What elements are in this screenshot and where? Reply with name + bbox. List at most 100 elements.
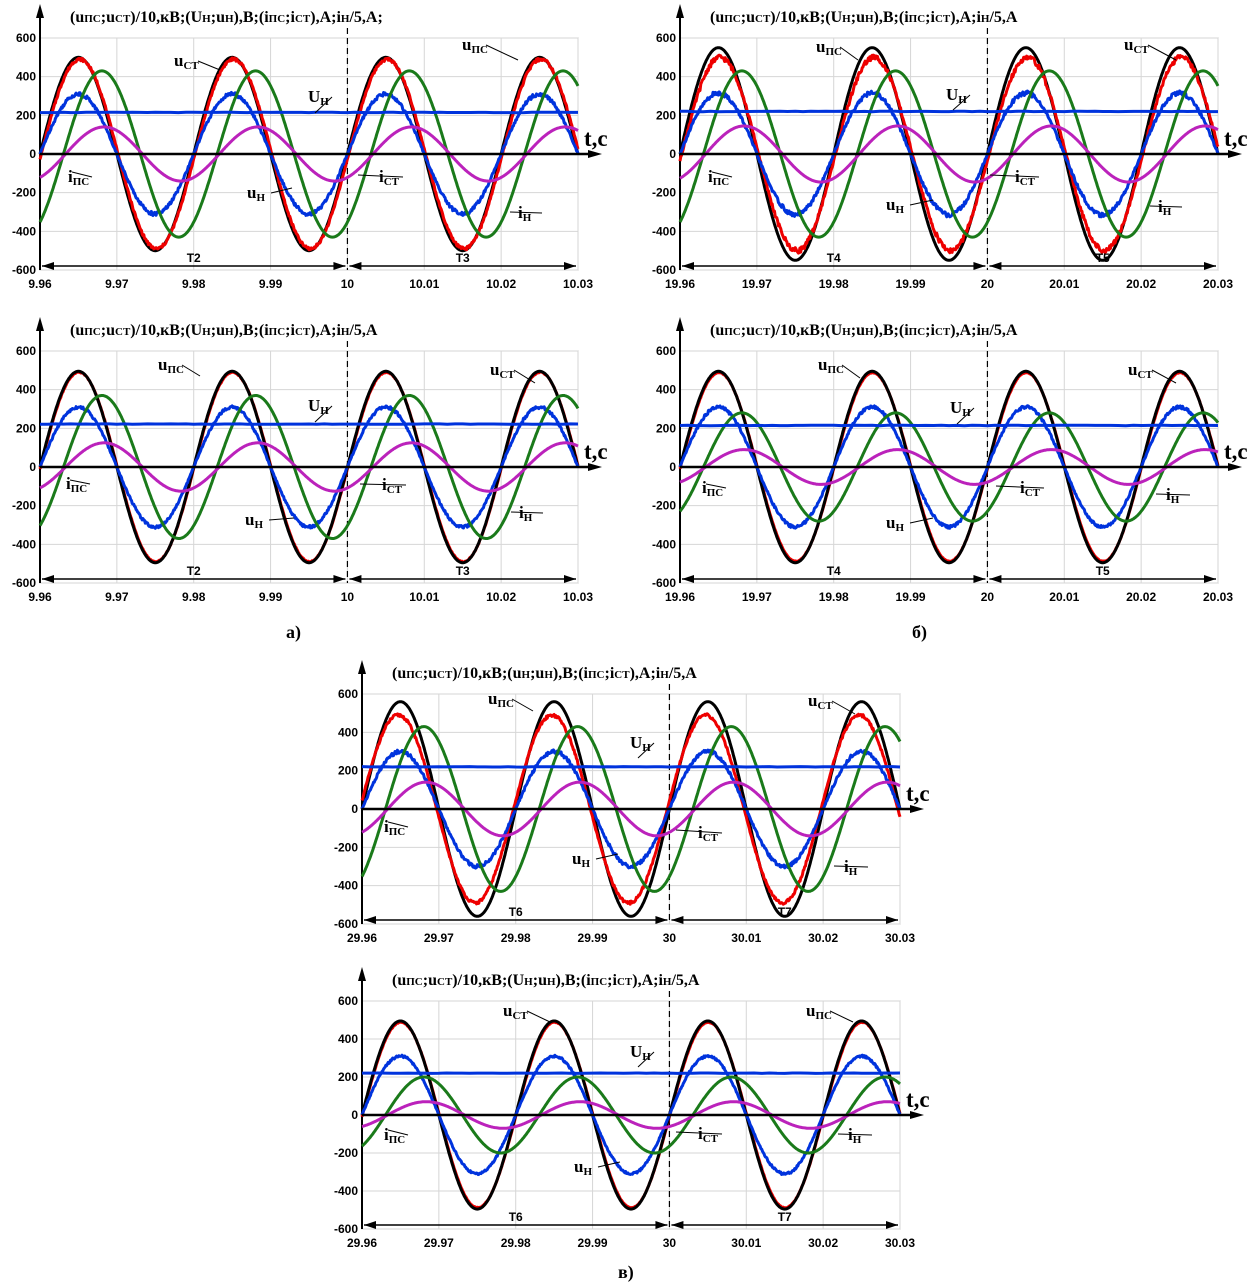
y-tick-label: -600 xyxy=(652,263,676,277)
series-annotation: uН xyxy=(574,1157,592,1178)
y-tick-label: 400 xyxy=(338,1032,358,1046)
series-annotation: iН xyxy=(1158,197,1172,218)
y-tick-label: 400 xyxy=(16,383,36,397)
period-label: T6 xyxy=(509,1210,523,1224)
x-tick-label: 10 xyxy=(341,277,355,291)
y-axis-arrow xyxy=(358,660,366,674)
chart-title: (uПС;uСТ)/10,кВ;(uН;uН),В;(iПС;iСТ),А;iН… xyxy=(392,665,697,682)
series-annotation: iПС xyxy=(708,167,729,188)
period-label: T3 xyxy=(456,251,470,265)
y-tick-label: 200 xyxy=(338,764,358,778)
y-tick-label: 400 xyxy=(656,70,676,84)
period-arrow-right xyxy=(333,262,345,270)
series-annotation: uСТ xyxy=(490,360,515,381)
period-label: T3 xyxy=(456,564,470,578)
x-tick-label: 20.03 xyxy=(1203,590,1233,604)
series-annotation: iСТ xyxy=(382,475,403,496)
annotation-leader xyxy=(486,45,518,60)
y-tick-label: 200 xyxy=(338,1070,358,1084)
series-line xyxy=(680,425,1218,426)
y-tick-label: 400 xyxy=(338,725,358,739)
x-tick-label: 10.03 xyxy=(563,590,593,604)
series-annotation: iПС xyxy=(384,817,405,838)
series-annotation: uСТ xyxy=(174,51,199,72)
x-tick-label: 19.97 xyxy=(742,277,772,291)
annotation-leader xyxy=(842,365,860,378)
x-axis-arrow xyxy=(910,1111,924,1119)
series-annotation: UН xyxy=(630,733,651,754)
series-annotation: uН xyxy=(247,183,265,204)
series-annotation: iПС xyxy=(384,1125,405,1146)
x-tick-label: 20 xyxy=(981,590,995,604)
y-tick-label: -600 xyxy=(12,263,36,277)
caption-c: в) xyxy=(618,1262,634,1283)
x-tick-label: 19.97 xyxy=(742,590,772,604)
y-tick-label: -200 xyxy=(652,499,676,513)
series-line xyxy=(362,767,900,768)
y-tick-label: -600 xyxy=(334,1222,358,1236)
x-tick-label: 20.01 xyxy=(1049,277,1079,291)
series-annotation: iСТ xyxy=(698,823,719,844)
chart-title: (uПС;uСТ)/10,кВ;(UН;uН),В;(iПС;iСТ),А;iН… xyxy=(392,972,700,989)
series-annotation: uН xyxy=(886,513,904,534)
series-annotation: uПС xyxy=(806,1001,832,1022)
x-tick-label: 20.02 xyxy=(1126,590,1156,604)
x-axis-arrow xyxy=(1228,150,1242,158)
period-arrow-right xyxy=(564,575,576,583)
x-tick-label: 30.01 xyxy=(731,931,761,945)
period-arrow-left xyxy=(349,262,361,270)
series-annotation: iСТ xyxy=(379,167,400,188)
y-tick-label: 600 xyxy=(16,344,36,358)
y-axis-arrow xyxy=(358,967,366,981)
x-tick-label: 29.98 xyxy=(501,931,531,945)
series-annotation: uН xyxy=(245,510,263,531)
y-tick-label: 400 xyxy=(16,70,36,84)
x-tick-label: 9.96 xyxy=(28,590,52,604)
chart-title: (uПС;uСТ)/10,кВ;(UН;uН),В;(iПС;iСТ),А;iН… xyxy=(710,9,1018,26)
y-axis-arrow xyxy=(676,317,684,331)
y-tick-label: -200 xyxy=(652,186,676,200)
y-tick-label: -200 xyxy=(12,499,36,513)
period-arrow-right xyxy=(1204,262,1216,270)
period-arrow-left xyxy=(989,575,1001,583)
x-axis-arrow xyxy=(1228,463,1242,471)
period-arrow-left xyxy=(349,575,361,583)
series-annotation: iСТ xyxy=(1015,167,1036,188)
y-tick-label: 200 xyxy=(656,421,676,435)
series-annotation: iН xyxy=(844,857,858,878)
period-label: T5 xyxy=(1096,564,1110,578)
x-tick-label: 10.02 xyxy=(486,277,516,291)
x-tick-label: 30.03 xyxy=(885,1236,915,1250)
period-arrow-right xyxy=(333,575,345,583)
x-tick-label: 20.02 xyxy=(1126,277,1156,291)
x-tick-label: 20.01 xyxy=(1049,590,1079,604)
series-annotation: iН xyxy=(848,1125,862,1146)
x-tick-label: 19.96 xyxy=(665,590,695,604)
period-arrow-left xyxy=(682,262,694,270)
y-tick-label: -400 xyxy=(652,224,676,238)
y-tick-label: -200 xyxy=(334,840,358,854)
annotation-leader xyxy=(840,47,858,60)
period-arrow-left xyxy=(682,575,694,583)
annotation-leader xyxy=(182,365,200,376)
y-tick-label: 200 xyxy=(656,108,676,122)
y-tick-label: 200 xyxy=(16,421,36,435)
y-tick-label: -600 xyxy=(12,576,36,590)
y-axis-arrow xyxy=(36,4,44,18)
caption-a: а) xyxy=(286,622,301,643)
period-arrow-right xyxy=(564,262,576,270)
annotation-leader xyxy=(910,518,933,523)
period-arrow-right xyxy=(886,1221,898,1229)
x-tick-label: 30.01 xyxy=(731,1236,761,1250)
series-annotation: UН xyxy=(630,1042,651,1063)
series-annotation: uПС xyxy=(816,37,842,58)
x-tick-label: 29.99 xyxy=(578,1236,608,1250)
period-label: T2 xyxy=(187,564,201,578)
y-tick-label: 0 xyxy=(351,1108,358,1122)
annotation-leader xyxy=(830,1011,853,1022)
